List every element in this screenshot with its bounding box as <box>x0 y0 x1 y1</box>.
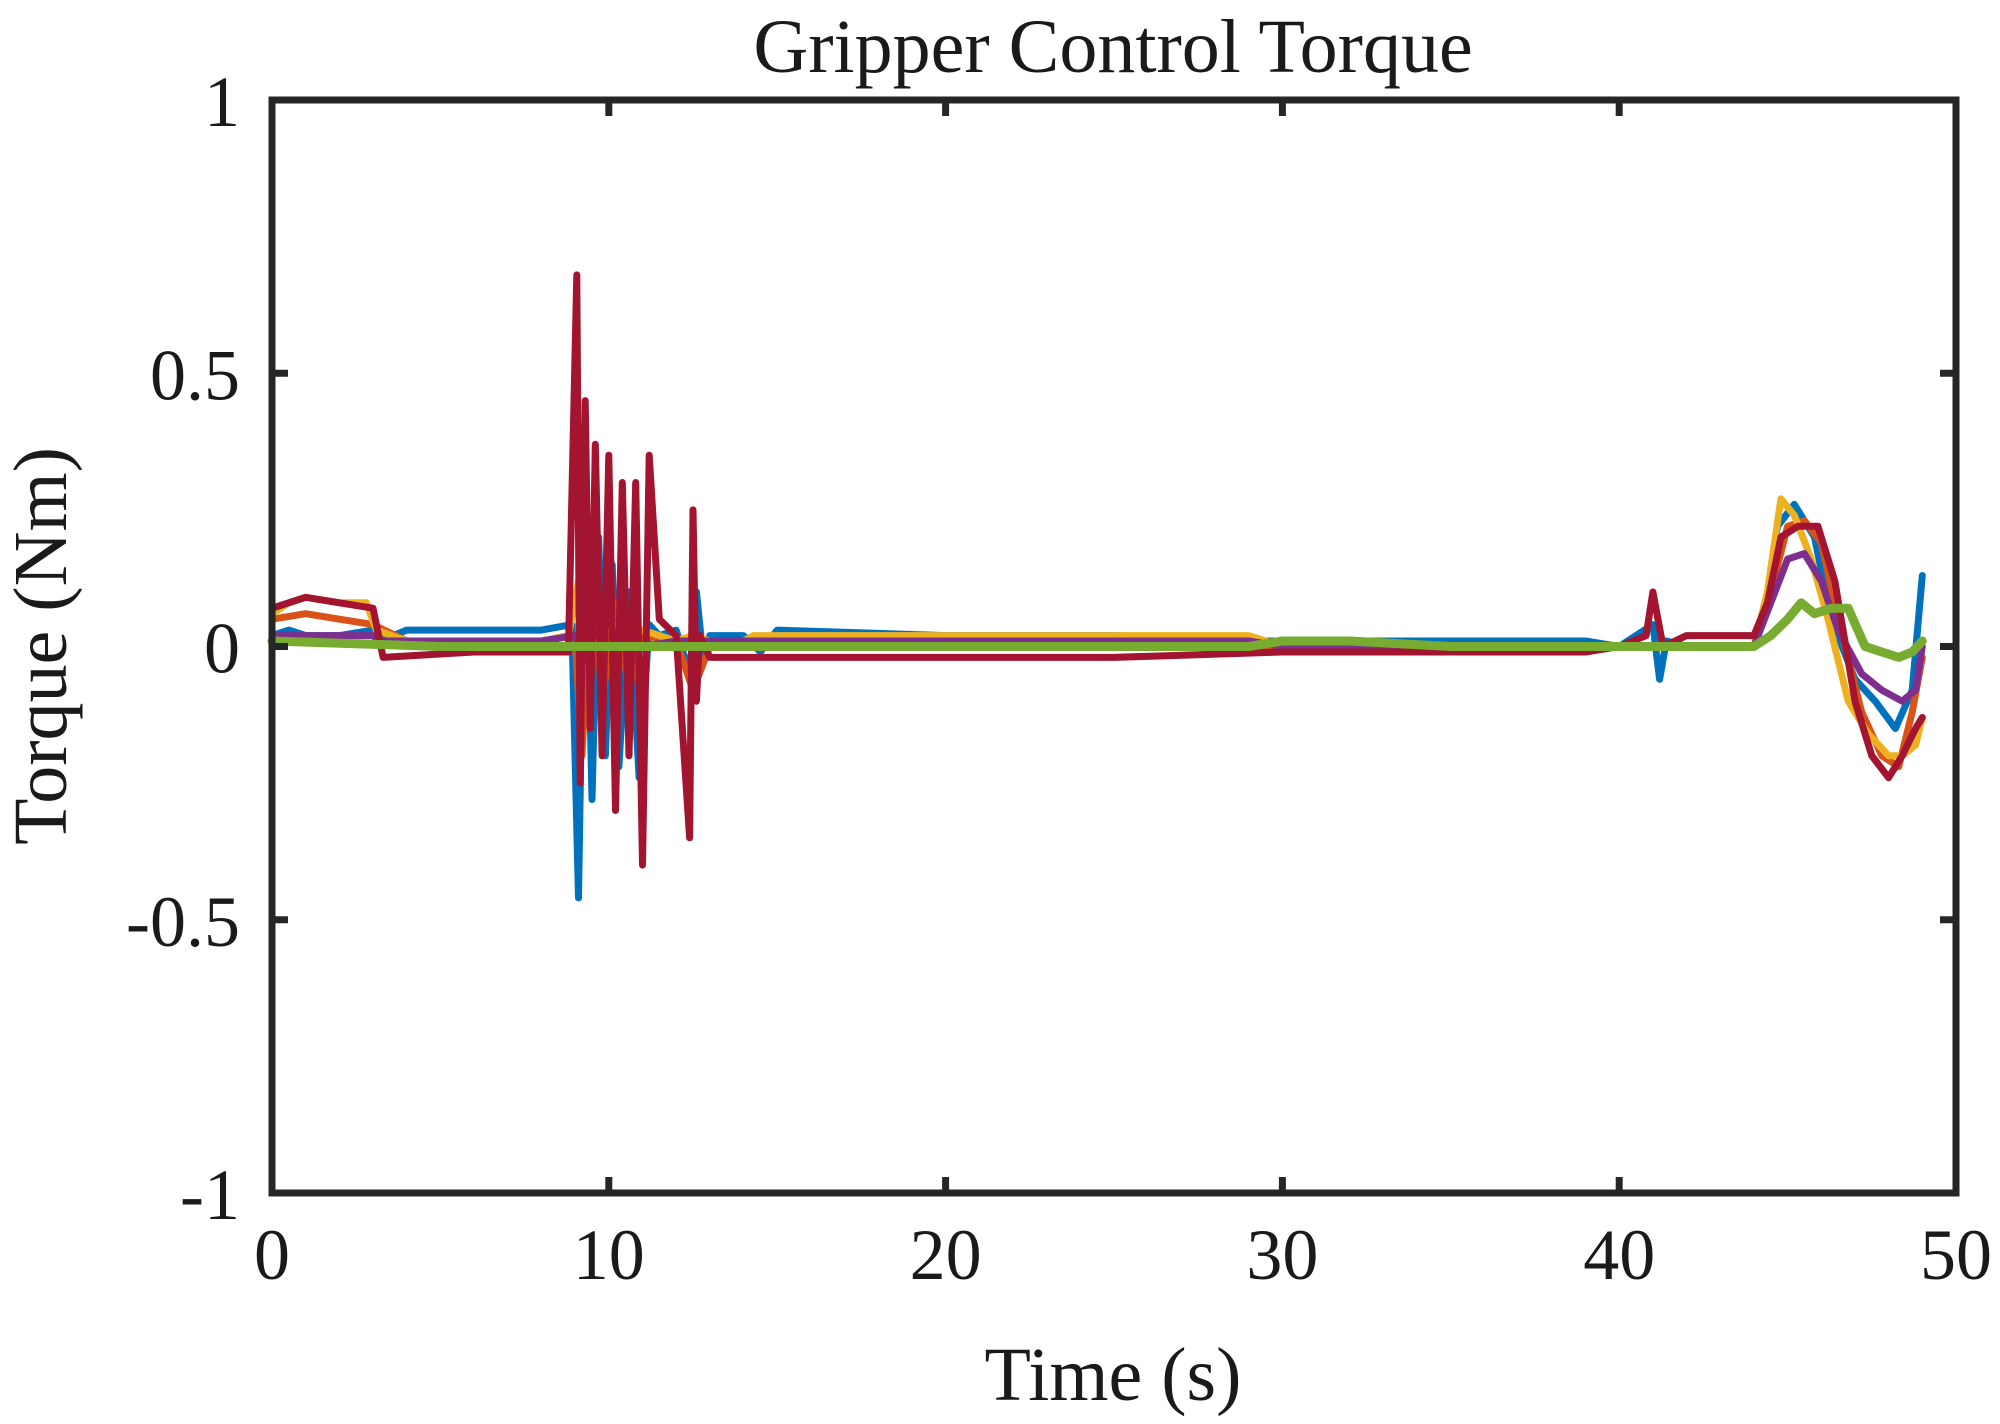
x-tick-label: 40 <box>1583 1215 1655 1295</box>
y-tick-label: 0.5 <box>150 335 240 415</box>
x-tick-label: 0 <box>254 1215 290 1295</box>
x-tick-label: 10 <box>573 1215 645 1295</box>
x-tick-label: 20 <box>910 1215 982 1295</box>
x-axis-label: Time (s) <box>985 1333 1242 1417</box>
series-line-6 <box>267 598 1927 662</box>
series-line-5 <box>268 271 1926 869</box>
series-line-1 <box>268 479 1926 902</box>
x-tick-label: 50 <box>1920 1215 1992 1295</box>
x-tick-label: 30 <box>1246 1215 1318 1295</box>
series-layer <box>267 271 1927 902</box>
y-tick-label: 1 <box>204 62 240 142</box>
tick-layer: 0 10 20 30 40 50 -1 -0.5 0 0.5 1 <box>126 62 1992 1295</box>
y-axis-label: Torque (Nm) <box>0 447 83 845</box>
chart-title: Gripper Control Torque <box>753 5 1472 89</box>
y-tick-label: -0.5 <box>126 882 240 962</box>
y-tick-label: 0 <box>204 609 240 689</box>
y-tick-label: -1 <box>180 1155 240 1235</box>
